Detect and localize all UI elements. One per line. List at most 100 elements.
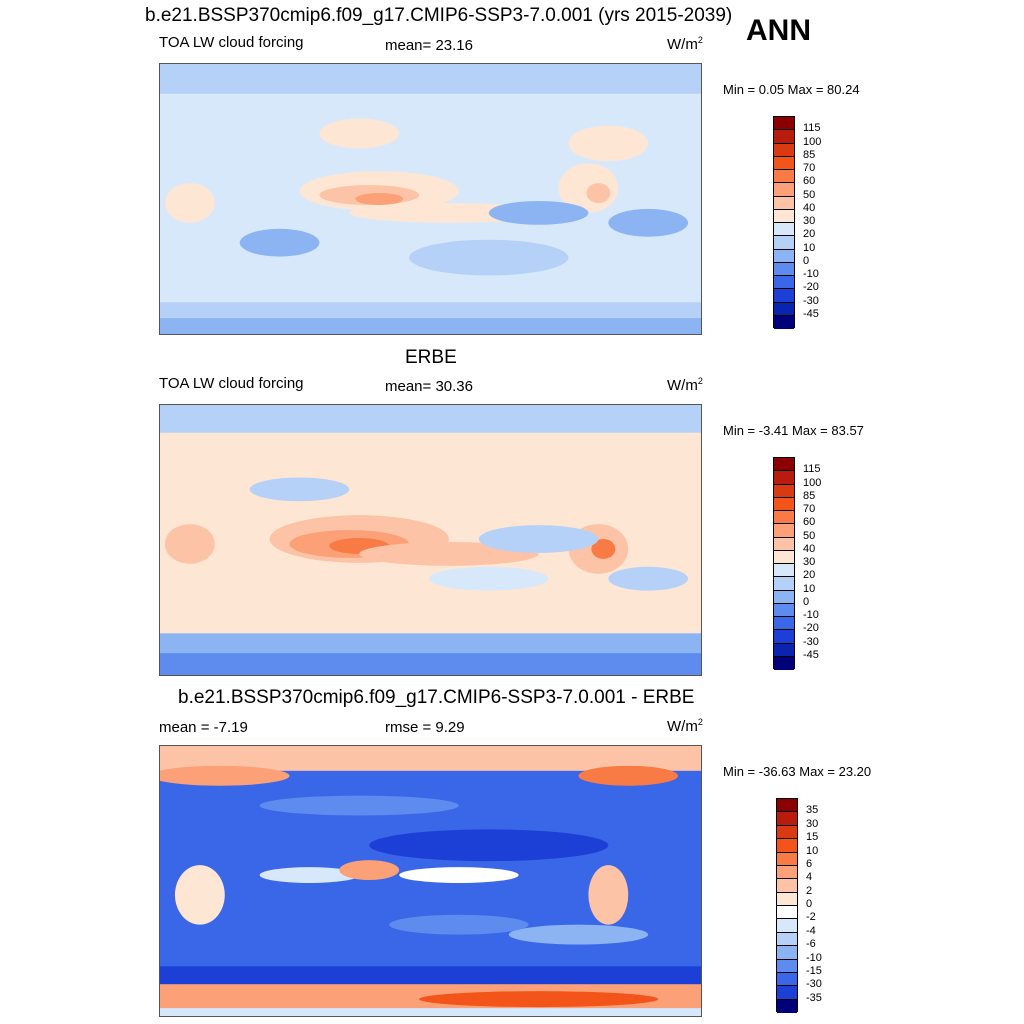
colorbar-swatch <box>774 564 794 578</box>
panel2-units: W/m2 <box>667 376 703 394</box>
colorbar-tick-label: -30 <box>803 294 819 307</box>
colorbar-tick-label: 35 <box>806 804 819 817</box>
colorbar-tick-label: 115 <box>803 122 821 135</box>
panel1-colorbar <box>773 116 795 329</box>
colorbar-swatch <box>777 839 797 853</box>
colorbar-swatch <box>774 289 794 303</box>
colorbar-tick-label: 60 <box>803 516 816 529</box>
colorbar-swatch <box>774 471 794 485</box>
colorbar-swatch <box>774 276 794 290</box>
colorbar-tick-label: 40 <box>803 201 816 214</box>
colorbar-swatch <box>774 183 794 197</box>
colorbar-swatch <box>774 537 794 551</box>
colorbar-swatch <box>777 999 797 1013</box>
panel3-units: W/m2 <box>667 717 703 735</box>
colorbar-tick-label: 0 <box>803 254 810 267</box>
colorbar-swatch <box>777 812 797 826</box>
colorbar-tick-label: 50 <box>803 188 816 201</box>
colorbar-tick-label: 20 <box>803 228 816 241</box>
colorbar-swatch <box>774 484 794 498</box>
colorbar-swatch <box>777 865 797 880</box>
colorbar-tick-label: -30 <box>803 635 819 648</box>
colorbar-tick-label: 30 <box>803 556 816 568</box>
colorbar-swatch <box>774 617 794 631</box>
panel2-colorbar <box>773 457 795 670</box>
colorbar-tick-label: 10 <box>803 241 816 254</box>
colorbar-tick-label: 2 <box>806 884 813 897</box>
colorbar-swatch <box>774 223 794 237</box>
colorbar-swatch <box>777 852 797 866</box>
colorbar-swatch <box>774 249 794 263</box>
colorbar-tick-label: 70 <box>803 162 816 174</box>
colorbar-tick-label: 30 <box>803 215 816 227</box>
colorbar-swatch <box>774 577 794 591</box>
colorbar-swatch <box>774 315 794 329</box>
panel3-colorbar <box>776 798 798 1013</box>
colorbar-swatch <box>774 603 794 617</box>
colorbar-swatch <box>777 959 797 973</box>
colorbar-tick-label: -15 <box>806 964 822 977</box>
colorbar-swatch <box>774 236 794 250</box>
panel3-mean-label: mean = -7.19 <box>159 719 248 736</box>
colorbar-swatch <box>774 130 794 144</box>
colorbar-tick-label: 100 <box>803 135 822 148</box>
colorbar-tick-label: -30 <box>806 978 822 991</box>
colorbar-tick-label: -2 <box>806 911 816 924</box>
colorbar-tick-label: -45 <box>803 648 819 661</box>
panel3-rmse-label: rmse = 9.29 <box>385 719 465 736</box>
panel1-units: W/m2 <box>667 35 703 53</box>
colorbar-swatch <box>774 524 794 538</box>
colorbar-tick-label: 0 <box>806 898 813 910</box>
colorbar-swatch <box>774 511 794 525</box>
colorbar-tick-label: 50 <box>803 529 816 542</box>
panel3-minmax: Min = -36.63 Max = 23.20 <box>723 764 872 779</box>
colorbar-swatch <box>777 892 797 906</box>
colorbar-tick-label: 10 <box>806 844 819 857</box>
colorbar-tick-label: -6 <box>806 938 816 951</box>
colorbar-tick-label: 40 <box>803 542 816 555</box>
colorbar-tick-label: 100 <box>803 476 822 489</box>
colorbar-swatch <box>774 156 794 170</box>
panel2-mean-label: mean= 30.36 <box>385 378 473 395</box>
colorbar-swatch <box>774 170 794 184</box>
panel2-header: ERBE <box>405 347 457 368</box>
colorbar-tick-label: 15 <box>806 831 819 844</box>
colorbar-swatch <box>774 630 794 644</box>
colorbar-tick-label: -20 <box>803 622 819 635</box>
colorbar-swatch <box>774 196 794 210</box>
main-title: b.e21.BSSP370cmip6.f09_g17.CMIP6-SSP3-7.… <box>145 5 733 26</box>
colorbar-swatch <box>777 906 797 920</box>
colorbar-tick-label: 85 <box>803 489 816 502</box>
colorbar-swatch <box>777 799 797 813</box>
colorbar-tick-label: 115 <box>803 463 821 476</box>
colorbar-tick-label: -10 <box>803 268 819 280</box>
colorbar-tick-label: 70 <box>803 503 816 515</box>
colorbar-tick-label: -45 <box>803 307 819 320</box>
colorbar-tick-label: -4 <box>806 924 816 937</box>
colorbar-swatch <box>774 550 794 564</box>
colorbar-swatch <box>774 117 794 131</box>
colorbar-tick-label: -10 <box>806 951 822 964</box>
colorbar-swatch <box>774 458 794 472</box>
colorbar-swatch <box>777 972 797 987</box>
colorbar-swatch <box>774 262 794 276</box>
colorbar-swatch <box>774 643 794 657</box>
colorbar-tick-label: 10 <box>803 582 816 595</box>
colorbar-swatch <box>777 932 797 947</box>
colorbar-swatch <box>774 590 794 604</box>
colorbar-tick-label: 30 <box>806 817 819 830</box>
panel3-map <box>159 745 702 1017</box>
colorbar-tick-label: 85 <box>803 148 816 161</box>
colorbar-tick-label: 6 <box>806 857 813 870</box>
colorbar-tick-label: 20 <box>803 569 816 582</box>
colorbar-swatch <box>774 302 794 316</box>
colorbar-tick-label: 4 <box>806 871 813 884</box>
season-label: ANN <box>746 14 811 47</box>
panel1-mean-label: mean= 23.16 <box>385 37 473 54</box>
panel1-minmax: Min = 0.05 Max = 80.24 <box>723 82 860 97</box>
panel1-variable-label: TOA LW cloud forcing <box>159 34 304 51</box>
colorbar-swatch <box>777 986 797 1000</box>
panel3-header: b.e21.BSSP370cmip6.f09_g17.CMIP6-SSP3-7.… <box>178 687 695 708</box>
colorbar-swatch <box>774 656 794 670</box>
panel2-map <box>159 404 702 676</box>
